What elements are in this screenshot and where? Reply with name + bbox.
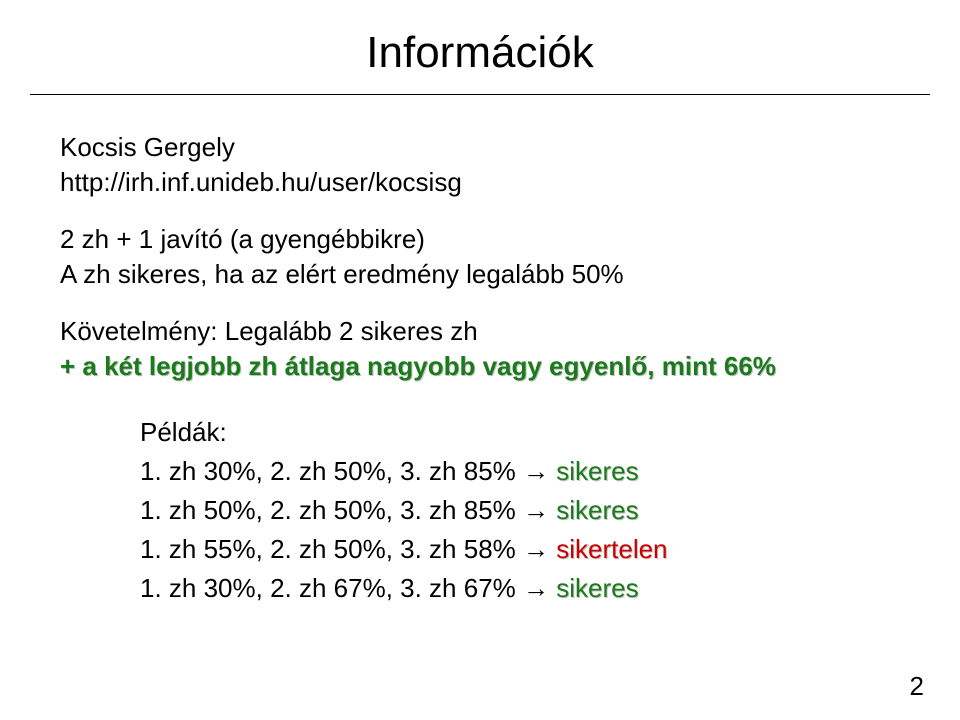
success-threshold-line: A zh sikeres, ha az elért eredmény legal… <box>60 257 900 292</box>
example-4-prefix: 1. zh 30%, 2. zh 67%, 3. zh 67% → <box>140 573 556 603</box>
requirement-plus-line: + a két legjobb zh átlaga nagyobb vagy e… <box>60 349 900 384</box>
example-4-result: sikeres <box>556 573 638 603</box>
example-row-1: 1. zh 30%, 2. zh 50%, 3. zh 85% → sikere… <box>140 454 900 489</box>
page-number: 2 <box>910 671 924 702</box>
example-2-prefix: 1. zh 50%, 2. zh 50%, 3. zh 85% → <box>140 495 556 525</box>
example-row-2: 1. zh 50%, 2. zh 50%, 3. zh 85% → sikere… <box>140 493 900 528</box>
examples-label: Példák: <box>140 415 900 450</box>
slide-content: Kocsis Gergely http://irh.inf.unideb.hu/… <box>60 130 900 610</box>
example-3-prefix: 1. zh 55%, 2. zh 50%, 3. zh 58% → <box>140 534 556 564</box>
author-url: http://irh.inf.unideb.hu/user/kocsisg <box>60 165 900 200</box>
title-rule <box>30 94 930 95</box>
example-2-result: sikeres <box>556 495 638 525</box>
requirement-block: Követelmény: Legalább 2 sikeres zh + a k… <box>60 314 900 384</box>
example-row-3: 1. zh 55%, 2. zh 50%, 3. zh 58% → sikert… <box>140 532 900 567</box>
example-1-result: sikeres <box>556 456 638 486</box>
zh-block: 2 zh + 1 javító (a gyengébbikre) A zh si… <box>60 222 900 292</box>
example-row-4: 1. zh 30%, 2. zh 67%, 3. zh 67% → sikere… <box>140 571 900 606</box>
requirement-line: Követelmény: Legalább 2 sikeres zh <box>60 314 900 349</box>
example-1-prefix: 1. zh 30%, 2. zh 50%, 3. zh 85% → <box>140 456 556 486</box>
zh-count-line: 2 zh + 1 javító (a gyengébbikre) <box>60 222 900 257</box>
slide-title: Információk <box>0 28 960 78</box>
slide: Információk Kocsis Gergely http://irh.in… <box>0 0 960 720</box>
author-name: Kocsis Gergely <box>60 130 900 165</box>
examples-block: Példák: 1. zh 30%, 2. zh 50%, 3. zh 85% … <box>140 415 900 606</box>
author-block: Kocsis Gergely http://irh.inf.unideb.hu/… <box>60 130 900 200</box>
example-3-result: sikertelen <box>556 534 667 564</box>
